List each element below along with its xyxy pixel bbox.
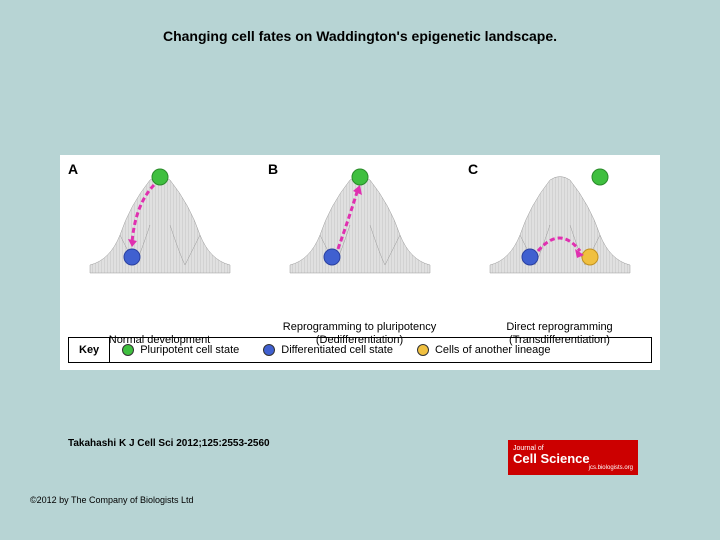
citation-text: Takahashi K J Cell Sci 2012;125:2553-256… <box>68 438 270 449</box>
panel-a-label: A <box>68 161 78 177</box>
legend-label: Key <box>69 338 110 362</box>
green-dot-icon <box>122 344 134 356</box>
panels-row: A Norm <box>60 155 660 315</box>
figure-container: A Norm <box>60 155 660 370</box>
legend-item-pluripotent: Pluripotent cell state <box>110 344 251 356</box>
yellow-dot-icon <box>417 344 429 356</box>
legend-box: Key Pluripotent cell state Differentiate… <box>68 337 652 363</box>
panel-a: A Norm <box>60 155 260 315</box>
panel-c-label: C <box>468 161 478 177</box>
panel-b-label: B <box>268 161 278 177</box>
panel-c-svg <box>480 165 640 280</box>
blue-dot-icon <box>263 344 275 356</box>
legend-text: Differentiated cell state <box>281 344 393 356</box>
logo-url: jcs.biologists.org <box>513 465 633 471</box>
logo-line2: Cell Science <box>513 452 633 465</box>
legend-text: Pluripotent cell state <box>140 344 239 356</box>
figure-title: Changing cell fates on Waddington's epig… <box>0 28 720 44</box>
panel-a-svg <box>80 165 240 280</box>
panel-b: B Reprogramming to pluripotency (Dediffe… <box>260 155 460 315</box>
copyright-text: ©2012 by The Company of Biologists Ltd <box>30 495 194 505</box>
journal-logo: Journal of Cell Science jcs.biologists.o… <box>508 440 638 475</box>
legend-text: Cells of another lineage <box>435 344 551 356</box>
legend-item-lineage: Cells of another lineage <box>405 344 563 356</box>
panel-c: C Direct reprogramming (Transdifferentia… <box>460 155 660 315</box>
panel-b-svg <box>280 165 440 280</box>
legend-item-differentiated: Differentiated cell state <box>251 344 405 356</box>
